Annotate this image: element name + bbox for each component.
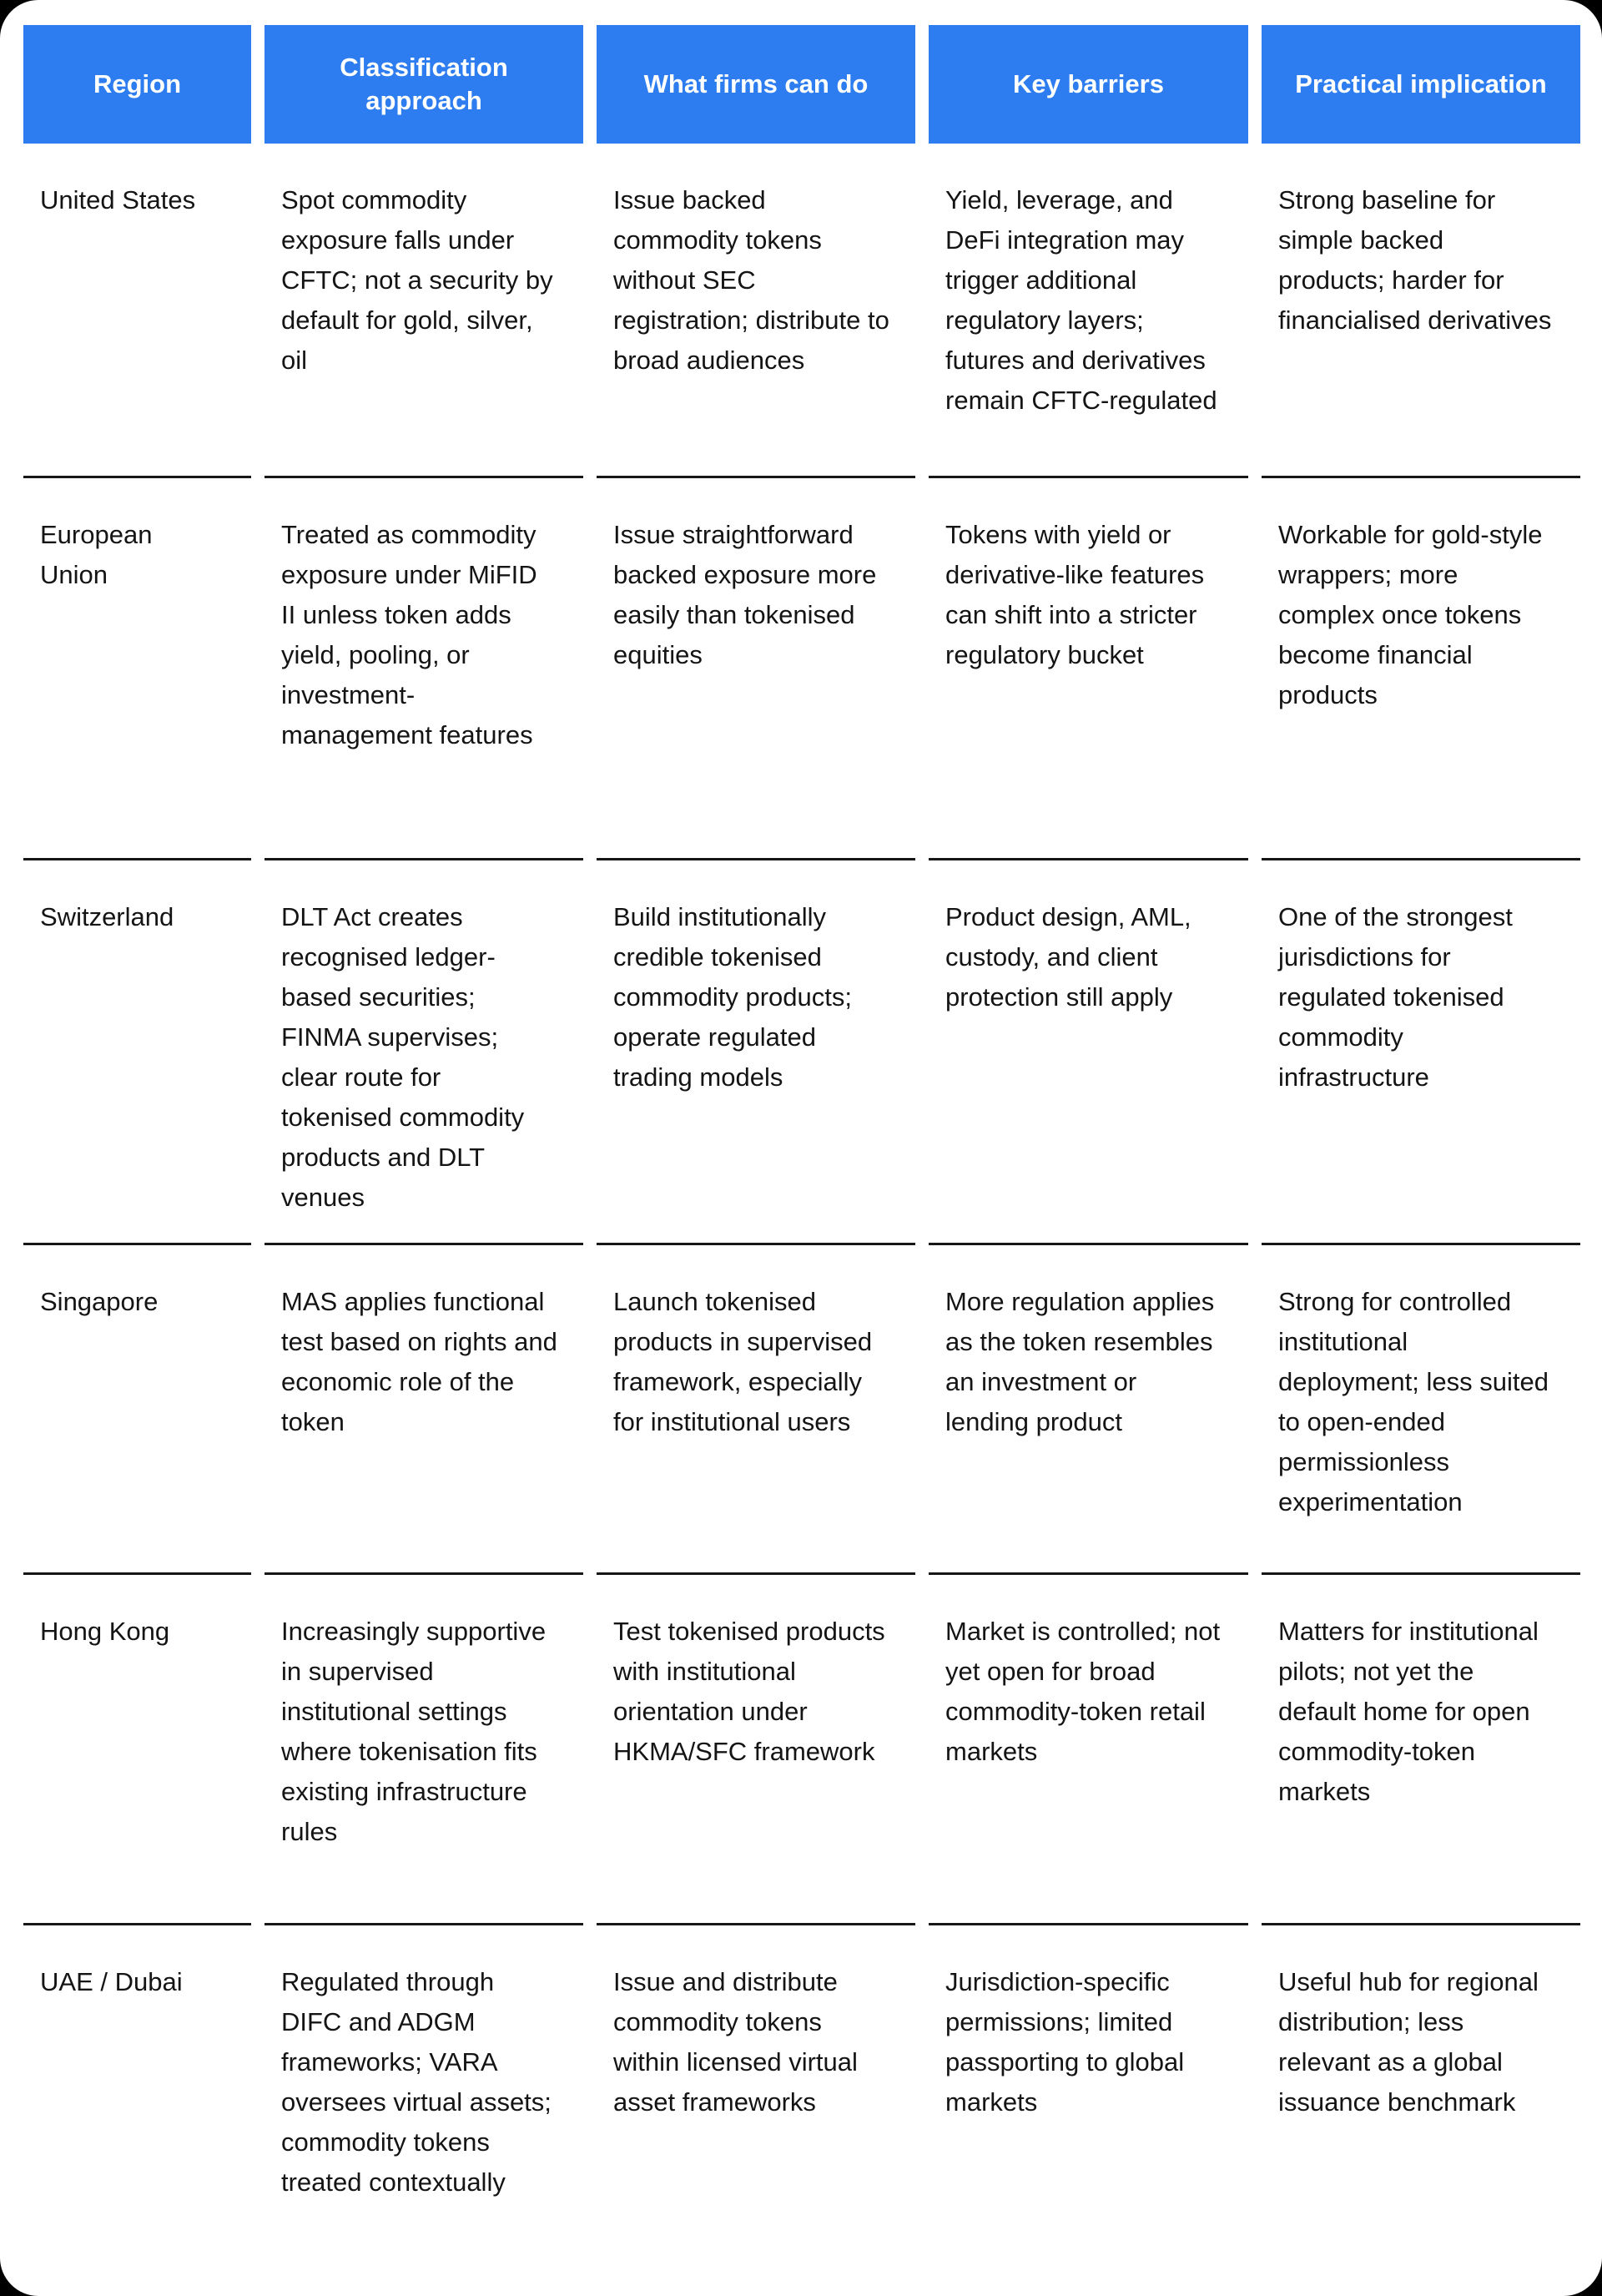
key-barriers-cell: Product design, AML, custody, and client…: [929, 860, 1248, 1245]
classification-approach-cell: Treated as commodity exposure under MiFI…: [264, 478, 583, 860]
region-label: Singapore: [23, 1245, 251, 1575]
practical-implication-cell: Useful hub for regional distribution; le…: [1278, 1967, 1539, 2117]
what-firms-can-do-cell: Issue backed commodity tokens without SE…: [597, 144, 915, 478]
classification-approach-cell: Increasingly supportive in supervised in…: [264, 1575, 583, 1925]
column-header-key-barriers: Key barriers: [929, 25, 1248, 144]
column-header-classification-approach: Classification approach: [264, 25, 583, 144]
region-label: UAE / Dubai: [40, 1967, 183, 1996]
key-barriers-cell: Yield, leverage, and DeFi integration ma…: [929, 144, 1248, 478]
practical-implication-cell: Workable for gold-style wrappers; more c…: [1262, 478, 1580, 860]
classification-approach-cell: Regulated through DIFC and ADGM framewor…: [281, 1967, 552, 2197]
key-barriers-cell: More regulation applies as the token res…: [929, 1245, 1248, 1575]
region-label: United States: [23, 144, 251, 478]
what-firms-can-do-cell: Build institutionally credible tokenised…: [597, 860, 915, 1245]
what-firms-can-do-cell: Launch tokenised products in supervised …: [597, 1245, 915, 1575]
practical-implication-cell: Strong baseline for simple backed produc…: [1262, 144, 1580, 478]
practical-implication-cell: Matters for institutional pilots; not ye…: [1262, 1575, 1580, 1925]
region-label: European Union: [23, 478, 251, 860]
classification-approach-cell: DLT Act creates recognised ledger-based …: [264, 860, 583, 1245]
what-firms-can-do-cell: Issue and distribute commodity tokens wi…: [613, 1967, 858, 2117]
key-barriers-cell: Tokens with yield or derivative-like fea…: [929, 478, 1248, 860]
region-label: Switzerland: [23, 860, 251, 1245]
region-label: Hong Kong: [23, 1575, 251, 1925]
what-firms-can-do-cell: Test tokenised products with institution…: [597, 1575, 915, 1925]
classification-approach-cell: Spot commodity exposure falls under CFTC…: [264, 144, 583, 478]
practical-implication-cell: Strong for controlled institutional depl…: [1262, 1245, 1580, 1575]
column-header-practical-implication: Practical implication: [1262, 25, 1580, 144]
what-firms-can-do-cell: Issue straightforward backed exposure mo…: [597, 478, 915, 860]
column-header-what-firms-can-do: What firms can do: [597, 25, 915, 144]
key-barriers-cell: Market is controlled; not yet open for b…: [929, 1575, 1248, 1925]
key-barriers-cell: Jurisdiction-specific permissions; limit…: [945, 1967, 1185, 2117]
practical-implication-cell: One of the strongest jurisdictions for r…: [1262, 860, 1580, 1245]
classification-approach-cell: MAS applies functional test based on rig…: [264, 1245, 583, 1575]
column-header-region: Region: [23, 25, 251, 144]
regulatory-comparison-table: Region Classification approach What firm…: [23, 25, 1580, 2243]
